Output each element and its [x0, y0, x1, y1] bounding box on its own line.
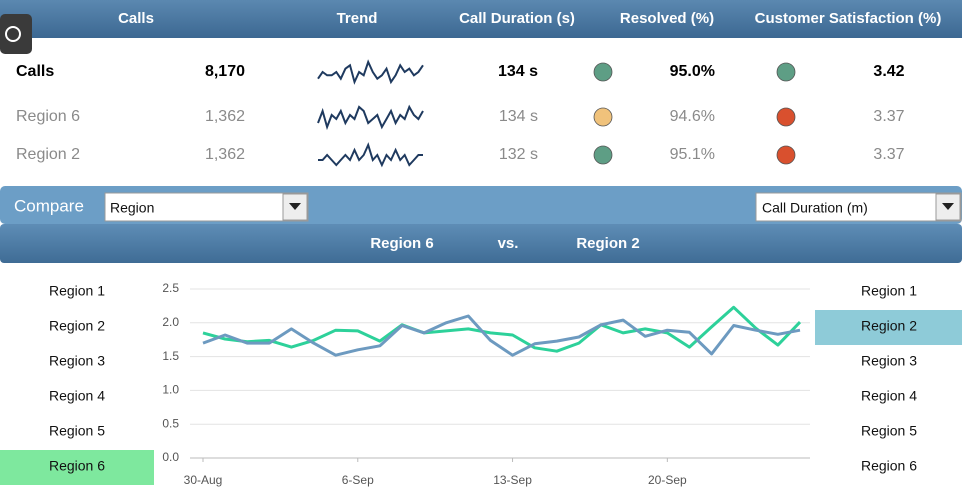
x-tick-label: 20-Sep [648, 473, 687, 487]
y-tick-label: 0.0 [162, 450, 179, 464]
list-item[interactable]: Region 1 [49, 283, 105, 299]
list-item[interactable]: Region 3 [49, 353, 105, 369]
list-item[interactable]: Region 2 [861, 318, 917, 334]
satisfaction-value: 3.37 [873, 108, 904, 125]
header-bar [0, 0, 962, 38]
selected-item [815, 310, 962, 345]
dropdown-value: Region [110, 200, 154, 216]
status-dot [776, 107, 796, 127]
list-item[interactable]: Region 3 [861, 353, 917, 369]
column-header: Trend [337, 10, 378, 27]
calls-value: 8,170 [205, 63, 245, 80]
row-name: Calls [16, 63, 54, 80]
row-name: Region 6 [16, 108, 80, 125]
list-item[interactable]: Region 6 [861, 458, 917, 474]
banner-bar [0, 224, 962, 263]
list-item[interactable]: Region 4 [861, 388, 917, 404]
dropdown[interactable] [104, 192, 309, 222]
sparkline [318, 142, 423, 168]
sparkline [317, 59, 424, 85]
row-name: Region 2 [16, 146, 80, 163]
arrow-icon [289, 203, 301, 210]
duration-value: 132 s [499, 146, 538, 163]
satisfaction-value: 3.42 [873, 63, 904, 80]
y-tick-label: 1.5 [162, 349, 179, 363]
banner-left: Region 6 [370, 235, 433, 252]
brain-icon [5, 26, 21, 42]
y-tick-label: 0.5 [162, 416, 179, 430]
compare-label: Compare [14, 196, 84, 215]
column-header: Calls [118, 10, 154, 27]
y-tick-label: 2.5 [162, 281, 179, 295]
status-dot [776, 62, 796, 82]
selected-item [0, 450, 154, 485]
resolved-value: 95.0% [670, 63, 715, 80]
list-item[interactable]: Region 5 [861, 423, 917, 439]
list-item[interactable]: Region 4 [49, 388, 105, 404]
banner-vs: vs. [498, 235, 519, 252]
list-item[interactable]: Region 1 [861, 283, 917, 299]
resolved-value: 94.6% [670, 108, 715, 125]
duration-value: 134 s [499, 108, 538, 125]
duration-value: 134 s [498, 63, 538, 80]
x-tick-label: 13-Sep [493, 473, 532, 487]
status-dot [593, 107, 613, 127]
sparkline [317, 104, 424, 131]
status-dot [593, 62, 613, 82]
banner-right: Region 2 [576, 235, 639, 252]
list-item[interactable]: Region 6 [49, 458, 105, 474]
icon-button[interactable] [0, 14, 32, 54]
line-series [202, 305, 802, 353]
arrow-icon [942, 203, 954, 210]
line-series [202, 314, 801, 357]
calls-value: 1,362 [205, 146, 245, 163]
x-tick-label: 6-Sep [342, 473, 374, 487]
status-dot [593, 145, 613, 165]
y-tick-label: 1.0 [162, 383, 179, 397]
list-item[interactable]: Region 5 [49, 423, 105, 439]
y-tick-label: 2.0 [162, 315, 179, 329]
status-dot [776, 145, 796, 165]
resolved-value: 95.1% [670, 146, 715, 163]
x-tick-label: 30-Aug [184, 473, 223, 487]
dropdown[interactable] [755, 192, 962, 222]
column-header: Customer Satisfaction (%) [755, 10, 942, 27]
column-header: Resolved (%) [620, 10, 714, 27]
dropdown-value: Call Duration (m) [762, 200, 868, 216]
calls-value: 1,362 [205, 108, 245, 125]
column-header: Call Duration (s) [459, 10, 575, 27]
satisfaction-value: 3.37 [873, 146, 904, 163]
list-item[interactable]: Region 2 [49, 318, 105, 334]
